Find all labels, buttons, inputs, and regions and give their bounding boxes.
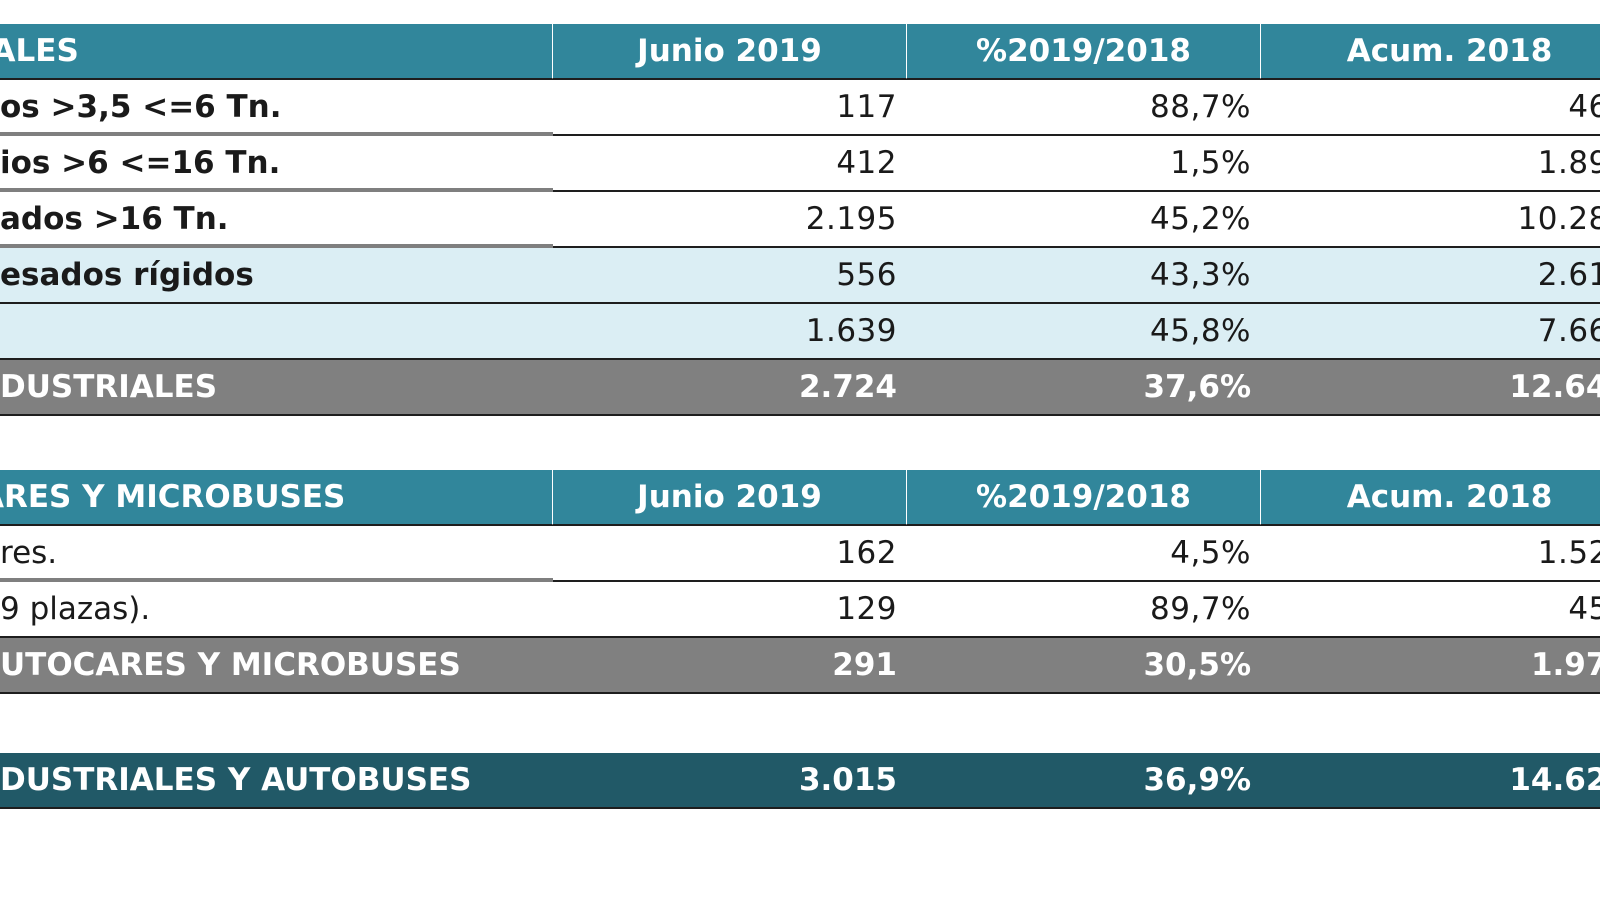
total-pct-value: 37,6% <box>907 360 1263 416</box>
total-acum-value: 1.977 <box>1261 638 1600 694</box>
row-pct-value: 4,5% <box>907 526 1263 582</box>
buses-header-label: ARES Y MICROBUSES <box>0 470 555 526</box>
col-header-pct: %2019/2018 <box>907 470 1263 526</box>
col-header-acum: Acum. 2018 <box>1261 24 1600 80</box>
grand-total-junio-value: 3.015 <box>553 753 909 809</box>
row-pct-value: 45,2% <box>907 192 1263 248</box>
total-junio-value: 2.724 <box>553 360 909 416</box>
row-label: esados rígidos <box>0 248 555 304</box>
row-pct-value: 1,5% <box>907 136 1263 192</box>
row-label: ios >6 <=16 Tn. <box>0 136 555 192</box>
row-label: os >3,5 <=6 Tn. <box>0 80 555 136</box>
row-acum-value: 1.898 <box>1261 136 1600 192</box>
row-label: 9 plazas). <box>0 582 555 638</box>
total-pct-value: 30,5% <box>907 638 1263 694</box>
row-acum-value: 1.522 <box>1261 526 1600 582</box>
row-junio-value: 556 <box>553 248 909 304</box>
row-junio-value: 1.639 <box>553 304 909 360</box>
grand-total-acum-value: 14.626 <box>1261 753 1600 809</box>
row-acum-value: 466 <box>1261 80 1600 136</box>
row-acum-value: 2.617 <box>1261 248 1600 304</box>
col-header-pct: %2019/2018 <box>907 24 1263 80</box>
total-junio-value: 291 <box>553 638 909 694</box>
row-acum-value: 10.285 <box>1261 192 1600 248</box>
row-junio-value: 412 <box>553 136 909 192</box>
total-label: DUSTRIALES <box>0 360 555 416</box>
total-acum-value: 12.649 <box>1261 360 1600 416</box>
row-pct-value: 45,8% <box>907 304 1263 360</box>
row-label <box>0 304 555 360</box>
row-acum-value: 7.668 <box>1261 304 1600 360</box>
row-pct-value: 43,3% <box>907 248 1263 304</box>
row-acum-value: 455 <box>1261 582 1600 638</box>
row-pct-value: 88,7% <box>907 80 1263 136</box>
grand-total-label: DUSTRIALES Y AUTOBUSES <box>0 753 555 809</box>
industrial-header-label: IALES <box>0 24 555 80</box>
col-header-junio: Junio 2019 <box>553 470 909 526</box>
row-label: ados >16 Tn. <box>0 192 555 248</box>
col-header-junio: Junio 2019 <box>553 24 909 80</box>
row-pct-value: 89,7% <box>907 582 1263 638</box>
row-junio-value: 117 <box>553 80 909 136</box>
row-junio-value: 162 <box>553 526 909 582</box>
col-header-acum: Acum. 2018 <box>1261 470 1600 526</box>
row-junio-value: 2.195 <box>553 192 909 248</box>
row-label: res. <box>0 526 555 582</box>
total-label: UTOCARES Y MICROBUSES <box>0 638 555 694</box>
row-junio-value: 129 <box>553 582 909 638</box>
grand-total-pct-value: 36,9% <box>907 753 1263 809</box>
